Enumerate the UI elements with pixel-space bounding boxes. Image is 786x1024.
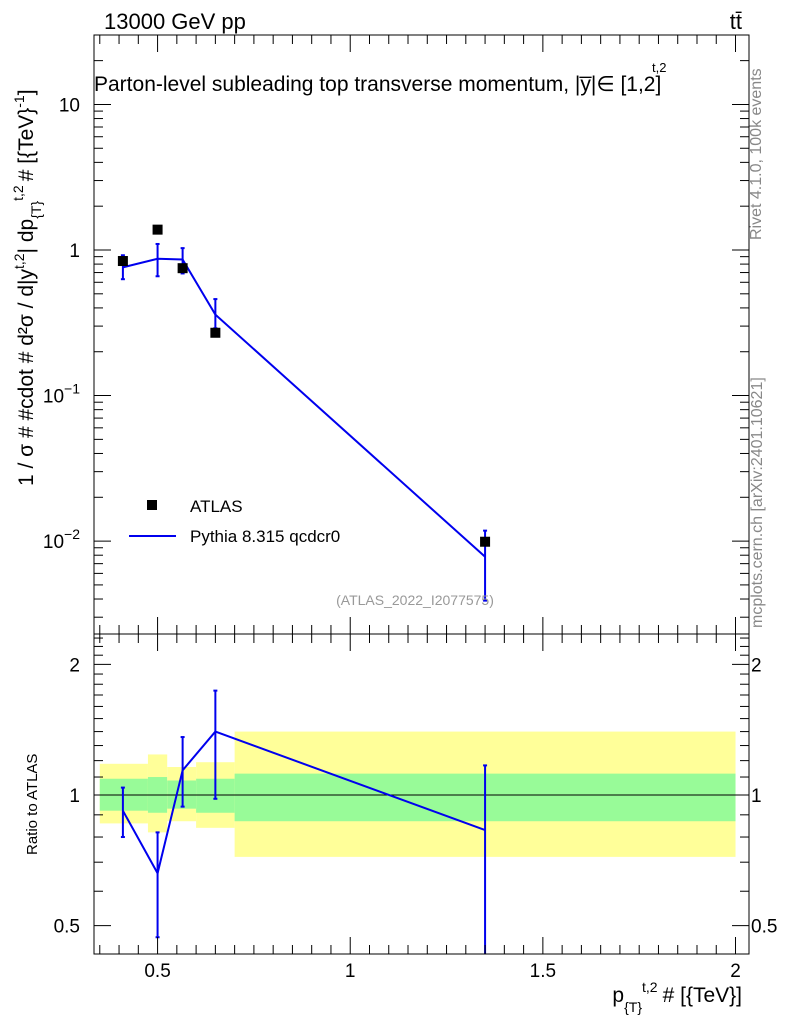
main-y-tick-label: 10−2 [43, 526, 80, 553]
data-point [210, 327, 221, 338]
main-y-axis-label: 1 / σ # #cdot # d²σ / d|yt,2| dp{T}t,2# … [10, 89, 44, 486]
data-point [152, 224, 163, 235]
ratio-panel: 0.5 0.5 1 1 2 2 0.5 1 1.5 2 Ratio to ATLAS p{T}t,… [24, 633, 777, 1015]
ratio-frame [93, 633, 750, 955]
ratio-band-layer [99, 731, 736, 857]
main-y-tick-label: 1 [69, 241, 80, 262]
ratio-ticks: 0.5 0.5 1 1 2 2 0.5 1 1.5 2 [54, 634, 777, 982]
ratio-y-tick-label-right: 1 [751, 786, 762, 807]
plot-title: Parton-level subleading top transverse m… [94, 73, 661, 96]
data-point [480, 536, 491, 547]
x-axis-label: p{T}t,2 # [{TeV}] [612, 979, 742, 1015]
main-y-tick-label: 10−1 [43, 381, 80, 408]
ratio-y-tick-label: 1 [69, 786, 80, 807]
main-mc-layer [120, 242, 488, 602]
x-tick-label: 2 [730, 961, 741, 982]
plot-title-superscript: t,2 [652, 60, 666, 75]
main-panel: 10 1 10−1 10−2 Parton-level subleading top … [10, 34, 750, 635]
main-ticks: 10 1 10−1 10−2 [43, 34, 749, 634]
legend-data-marker [147, 500, 157, 510]
header-energy-label: 13000 GeV pp [104, 9, 246, 34]
x-tick-label: 1.5 [530, 961, 556, 982]
main-y-tick-label: 10 [59, 95, 80, 116]
ratio-y-tick-label-right: 0.5 [751, 917, 777, 938]
ratio-y-axis-label: Ratio to ATLAS [24, 754, 41, 855]
mcplots-label: mcplots.cern.ch [arXiv:2401.10621] [749, 377, 766, 628]
main-data-layer [117, 224, 491, 547]
legend-mc-label: Pythia 8.315 qcdcr0 [190, 527, 340, 546]
ratio-y-tick-label-right: 2 [751, 655, 762, 676]
rivet-version-label: Rivet 4.1.0, 100k events [748, 68, 765, 240]
data-point [177, 263, 188, 274]
x-tick-label: 1 [345, 961, 356, 982]
mc-line [122, 257, 486, 558]
x-tick-label: 0.5 [144, 961, 170, 982]
data-point [117, 256, 128, 267]
ratio-y-tick-label: 0.5 [54, 917, 80, 938]
ratio-mc-layer [120, 689, 488, 954]
ratio-y-tick-label: 2 [69, 655, 80, 676]
analysis-reference: (ATLAS_2022_I2077575) [336, 592, 494, 608]
header-process-label: tt̄ [730, 9, 742, 34]
legend-data-label: ATLAS [190, 497, 243, 516]
